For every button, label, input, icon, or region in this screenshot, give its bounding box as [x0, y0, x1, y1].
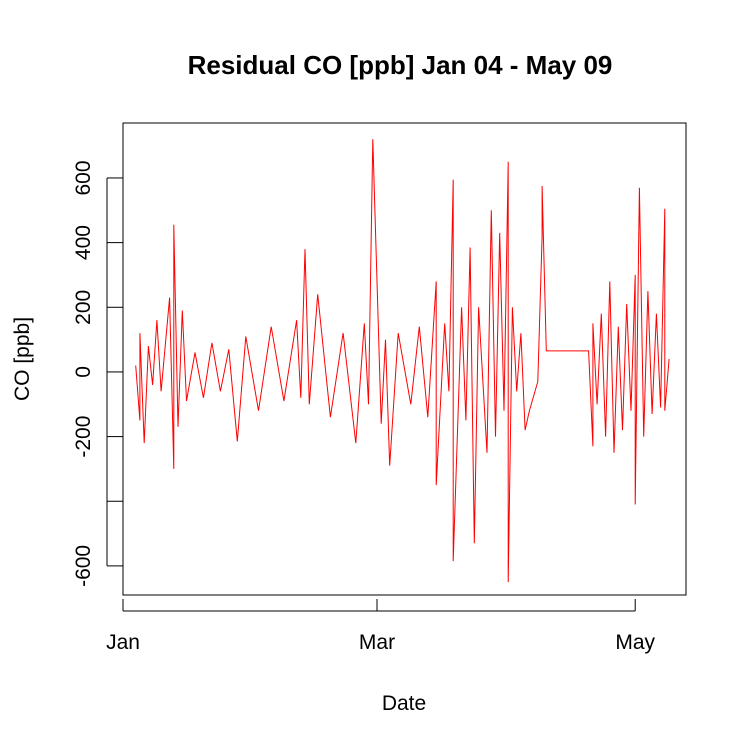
chart-title: Residual CO [ppb] Jan 04 - May 09: [188, 50, 613, 80]
y-axis: -600 -200 0 200 400 600: [72, 160, 123, 587]
plot-frame: [122, 122, 687, 596]
y-tick-label: -200: [72, 416, 95, 458]
x-axis: Jan Mar May: [106, 599, 656, 654]
y-tick-label: -600: [72, 545, 95, 587]
y-tick-label: 600: [72, 160, 95, 195]
x-tick-label: Mar: [359, 631, 395, 654]
x-axis-label: Date: [382, 692, 426, 715]
y-tick-label: 400: [72, 225, 95, 260]
plot-area: [122, 122, 687, 596]
y-tick-label: 0: [72, 366, 95, 378]
y-axis-label: CO [ppb]: [11, 317, 34, 401]
x-tick-label: May: [615, 631, 655, 654]
y-tick-label: 200: [72, 290, 95, 325]
series-line: [135, 139, 670, 583]
x-tick-label: Jan: [106, 631, 140, 654]
